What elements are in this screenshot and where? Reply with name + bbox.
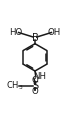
Text: HO: HO [9, 28, 22, 37]
Text: B: B [32, 33, 38, 43]
Text: NH: NH [33, 72, 46, 81]
Text: O: O [32, 87, 38, 96]
Text: S: S [32, 81, 38, 91]
Text: OH: OH [48, 28, 61, 37]
Text: O: O [32, 76, 38, 85]
Text: $\mathregular{CH_3}$: $\mathregular{CH_3}$ [6, 80, 24, 92]
